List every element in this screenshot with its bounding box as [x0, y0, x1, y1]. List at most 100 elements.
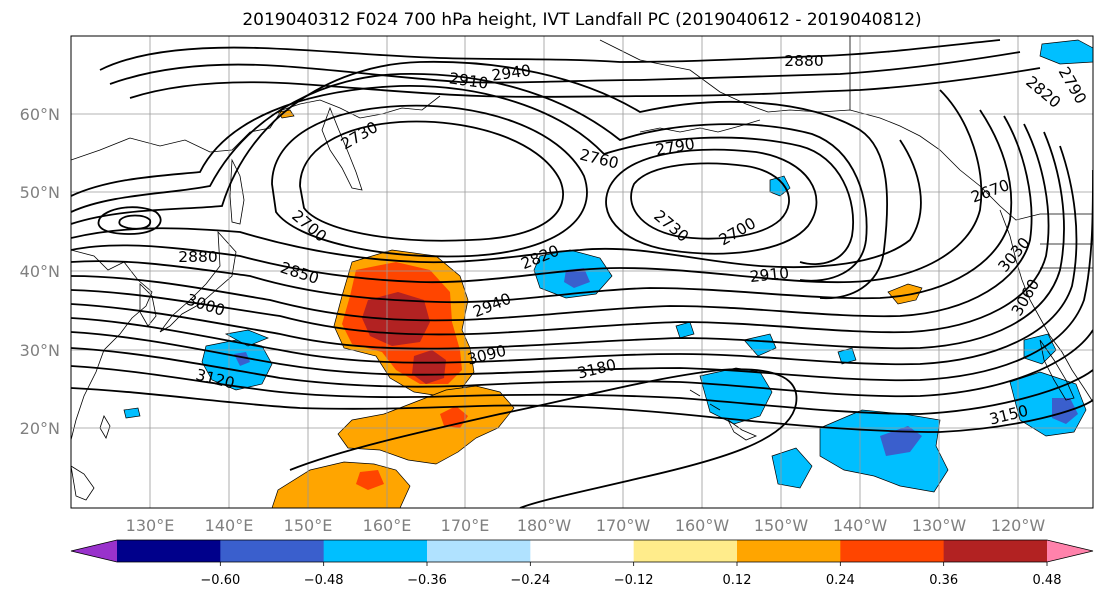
contour-2910 [71, 109, 1013, 304]
ivt-positive-patch-southwest [356, 470, 384, 490]
colorbar-outline [70, 539, 1094, 563]
ivt-negative-patch-southeast-inner [880, 426, 922, 456]
coastline-sakhalin [229, 158, 245, 225]
colorbar-swatch [117, 540, 221, 562]
map-panel: 2910 2940 2880 2820 2790 2730 2760 2790 … [70, 35, 1094, 509]
ivt-negative-patch-canada [1039, 39, 1093, 65]
coastline-aleutians [639, 119, 761, 133]
contour-3060 [71, 169, 1093, 382]
lon-label-170w: 170°W [596, 516, 651, 535]
contour-2880-west-loop [97, 206, 162, 235]
height-contours [71, 39, 1093, 508]
contour-3030 [71, 145, 1078, 366]
contour-label-2910-north: 2910 [448, 69, 490, 92]
colorbar-labels: −0.60 −0.48 −0.36 −0.24 −0.12 0.12 0.24 0.36 0.4… [200, 562, 1062, 588]
coastline-north-america [999, 209, 1093, 403]
ivt-negative-patch-midpac-2 [675, 321, 695, 339]
colorbar: −0.60 −0.48 −0.36 −0.24 −0.12 0.12 0.24 0.36 0.4… [70, 539, 1094, 588]
contour-2850-west-loop [118, 214, 152, 230]
ivt-positive-core-2 [412, 350, 446, 384]
colorbar-extension-low [71, 540, 117, 562]
contour-3090 [71, 329, 1093, 398]
latitude-labels: 60°N 50°N 40°N 30°N 20°N [20, 105, 60, 438]
contour-3120 [71, 365, 1093, 415]
map-frame [70, 35, 1094, 509]
ivt-positive-patch-east [887, 283, 923, 305]
contour-2880 [71, 89, 983, 284]
contour-2850 [71, 139, 922, 269]
ivt-shading [123, 39, 1093, 508]
contour-label-2880-north: 2880 [784, 52, 823, 70]
coastlines [71, 36, 1093, 501]
ivt-negative-patch-small-west [123, 407, 141, 419]
contour-2730-east-low [605, 148, 818, 255]
lat-label-50n: 50°N [20, 183, 60, 202]
colorbar-tick-label: −0.36 [407, 573, 447, 588]
colorbar-swatch [840, 540, 945, 562]
lon-label-160e: 160°E [363, 516, 412, 535]
colorbar-tick-label: −0.24 [510, 573, 550, 588]
contour-2940-north [129, 67, 1041, 99]
lon-label-140w: 140°W [833, 516, 888, 535]
lat-label-30n: 30°N [20, 341, 60, 360]
ivt-negative-patch-japan-south [224, 329, 269, 347]
contour-2700-west-low [299, 120, 564, 242]
colorbar-swatch [530, 540, 635, 562]
colorbar-tick-label: 0.24 [826, 573, 855, 588]
colorbar-swatch [633, 540, 738, 562]
contour-3180 [289, 368, 798, 508]
coastline-kamchatka [321, 106, 363, 191]
colorbar-swatch [737, 540, 841, 562]
colorbar-tick-label: 0.36 [929, 573, 958, 588]
lon-label-130e: 130°E [126, 516, 175, 535]
lon-label-140e: 140°E [205, 516, 254, 535]
colorbar-tick-label: 0.48 [1033, 573, 1062, 588]
lon-label-150e: 150°E [284, 516, 333, 535]
ivt-negative-patch-socal-inner [1052, 398, 1078, 424]
colorbar-swatch [323, 540, 428, 562]
colorbar-swatch [943, 540, 1048, 562]
colorbar-swatch [220, 540, 325, 562]
contour-label-2880-west: 2880 [178, 248, 217, 266]
coastline-asia-east [71, 249, 153, 441]
ivt-negative-patch-west-inner [234, 352, 250, 366]
contour-label-2940-north: 2940 [491, 61, 533, 84]
lat-label-20n: 20°N [20, 419, 60, 438]
contour-label-2910: 2910 [749, 264, 790, 286]
contour-2970 [71, 123, 1050, 336]
contour-2700-east-low [630, 162, 790, 240]
contour-3150 [71, 387, 1093, 433]
longitude-labels: 130°E 140°E 150°E 160°E 170°E 180°W 170°… [126, 516, 1046, 535]
lon-label-180w: 180°W [517, 516, 572, 535]
colorbar-swatch [427, 540, 531, 562]
colorbar-tick-label: 0.12 [723, 573, 752, 588]
lon-label-150w: 150°W [754, 516, 809, 535]
colorbar-tick-label: −0.60 [200, 573, 240, 588]
colorbar-tick-label: −0.48 [304, 573, 344, 588]
contour-3000 [71, 131, 1065, 350]
lon-label-120w: 120°W [991, 516, 1046, 535]
boundary-us-canada [1040, 243, 1093, 269]
ivt-negative-patch-central-inner [564, 268, 590, 288]
coastline-philippines [71, 465, 95, 501]
contour-2880-north [99, 39, 1001, 71]
lon-label-160w: 160°W [675, 516, 730, 535]
figure-title: 2019040312 F024 700 hPa height, IVT Land… [242, 10, 921, 30]
colorbar-tick-label: −0.12 [614, 573, 654, 588]
ivt-negative-patch-far-south [771, 447, 813, 489]
contour-2940 [71, 115, 1033, 322]
lon-label-130w: 130°W [912, 516, 967, 535]
colorbar-extension-high [1047, 540, 1093, 562]
colorbar-swatches [71, 540, 1093, 562]
coastline-baja [1039, 339, 1075, 401]
coastline-japan [159, 230, 237, 333]
coastline-taiwan [99, 415, 111, 439]
contour-2760 [71, 85, 854, 266]
contour-2820 [71, 60, 889, 300]
lat-label-60n: 60°N [20, 105, 60, 124]
ivt-negative-patch-midpac-3 [837, 347, 857, 365]
contour-2790 [71, 72, 868, 282]
ivt-negative-patch-midpac-1 [743, 333, 777, 357]
graticule [71, 36, 1093, 508]
